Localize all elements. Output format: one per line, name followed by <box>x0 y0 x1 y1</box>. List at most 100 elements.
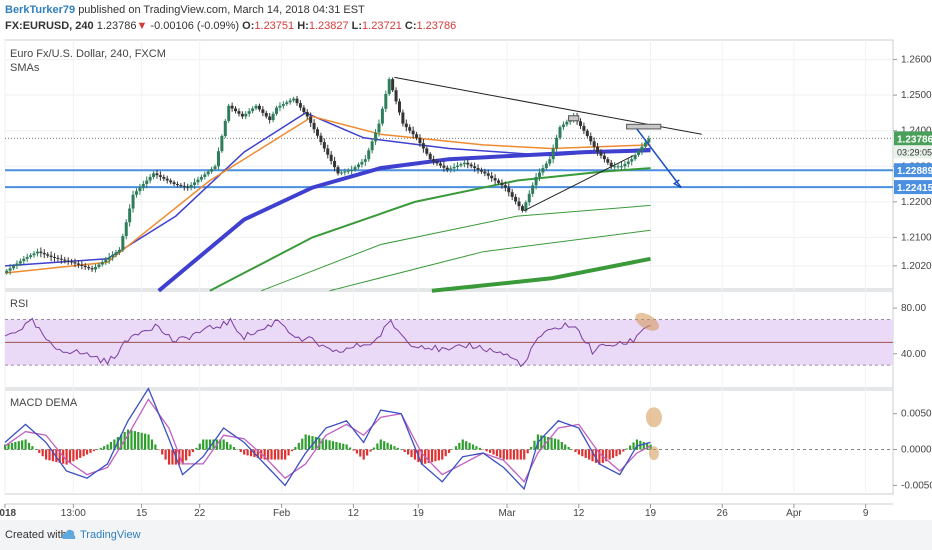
candle-body <box>305 112 309 117</box>
macd-histogram-bar <box>410 449 413 458</box>
macd-histogram-bar <box>389 444 393 450</box>
price-panel-frame <box>4 39 894 290</box>
countdown-tag <box>894 145 932 159</box>
macd-histogram-bar <box>608 449 611 460</box>
candle-body <box>391 79 395 91</box>
candle-body <box>29 255 33 257</box>
macd-histogram-bar <box>243 449 246 455</box>
macd-histogram-bar <box>451 449 454 451</box>
candle-body <box>162 176 166 179</box>
candle-body <box>404 123 408 128</box>
macd-histogram-bar <box>171 449 174 465</box>
time-axis-label: 12 <box>573 508 585 519</box>
macd-histogram-bar <box>34 449 37 451</box>
candle-body <box>510 192 514 197</box>
macd-histogram-bar <box>427 449 430 463</box>
footer: Created with TradingView <box>0 520 932 550</box>
candle-body <box>555 137 559 149</box>
candle-body <box>42 252 46 255</box>
candle-body <box>531 185 535 194</box>
candle-body <box>128 208 132 223</box>
candle-body <box>138 187 142 192</box>
candle-body <box>613 166 617 168</box>
macd-histogram-bar <box>178 449 181 465</box>
candle-body <box>401 112 405 124</box>
author-link[interactable]: BerkTurker79 <box>5 4 76 16</box>
open-label: O: <box>242 20 255 32</box>
macd-highlight-marker-small <box>648 446 659 461</box>
published-text: published on TradingView.com, March 14, … <box>78 4 365 16</box>
macd-histogram-bar <box>24 439 27 450</box>
candle-body <box>319 135 323 143</box>
candle-body <box>384 93 388 109</box>
macd-histogram-bar <box>379 439 382 450</box>
candle-body <box>100 262 104 265</box>
candle-body <box>435 161 439 164</box>
macd-histogram-bar <box>591 449 594 462</box>
time-axis-label: Mar <box>498 508 516 519</box>
macd-histogram-bar <box>413 449 417 460</box>
chart-area[interactable]: 1.260001.250001.240001.230001.220001.210… <box>0 38 932 520</box>
candle-body <box>131 194 135 209</box>
candle-body <box>104 259 108 263</box>
candle-body <box>479 169 483 172</box>
macd-histogram-bar <box>266 449 270 460</box>
macd-histogram-bar <box>499 449 502 458</box>
macd-histogram-bar <box>560 442 563 450</box>
candle-body <box>449 168 453 170</box>
candle-body <box>8 268 12 271</box>
candle-body <box>415 134 419 138</box>
macd-histogram-bar <box>27 442 31 450</box>
macd-histogram-bar <box>348 447 352 450</box>
candle-body <box>329 154 333 161</box>
candle-body <box>288 100 292 103</box>
candle-body <box>234 108 238 112</box>
macd-histogram-bar <box>164 449 167 460</box>
macd-histogram-bar <box>208 439 212 450</box>
macd-histogram-bar <box>17 441 20 450</box>
macd-histogram-bar <box>488 449 492 453</box>
macd-histogram-bar <box>355 449 358 454</box>
macd-histogram-bar <box>383 441 386 450</box>
forecast-arrow <box>636 128 682 189</box>
candle-body <box>169 180 173 183</box>
candle-body <box>15 263 19 266</box>
price-axis-label: 1.26000 <box>901 55 932 66</box>
tradingview-brand-link[interactable]: TradingView <box>80 529 141 541</box>
macd-histogram-bar <box>393 446 396 450</box>
candle-body <box>339 172 343 174</box>
macd-histogram-bar <box>89 449 92 453</box>
candle-body <box>514 196 518 202</box>
symbol-label: FX:EURUSD, 240 <box>5 20 94 32</box>
candle-body <box>251 108 255 112</box>
macd-histogram-bar <box>150 439 154 450</box>
candle-body <box>12 265 16 269</box>
macd-histogram-bar <box>82 449 85 457</box>
macd-histogram-bar <box>181 449 184 465</box>
macd-histogram-bar <box>58 449 61 463</box>
candle-body <box>22 258 26 262</box>
macd-histogram-bar <box>454 446 458 450</box>
macd-histogram-bar <box>7 443 10 450</box>
macd-histogram-bar <box>519 449 522 460</box>
candle-body <box>421 143 425 149</box>
macd-histogram-bar <box>307 435 311 450</box>
macd-histogram-bar <box>577 449 580 455</box>
publish-info: BerkTurker79 published on TradingView.co… <box>5 4 365 16</box>
price-axis-label: 1.24000 <box>901 126 932 137</box>
candle-body <box>254 105 258 109</box>
macd-histogram-bar <box>403 449 406 453</box>
macd-histogram-bar <box>611 449 615 458</box>
candle-body <box>558 127 562 138</box>
macd-histogram-bar <box>85 449 89 455</box>
candle-body <box>609 162 613 167</box>
candle-body <box>111 254 115 258</box>
macd-histogram-bar <box>550 437 553 450</box>
candle-body <box>565 121 569 125</box>
candle-body <box>216 151 220 167</box>
macd-histogram-bar <box>526 449 529 454</box>
macd-histogram-bar <box>239 449 242 453</box>
indicator-title-smas: SMAs <box>10 62 40 74</box>
candle-body <box>432 159 436 162</box>
sma-blue-thick <box>157 148 651 293</box>
